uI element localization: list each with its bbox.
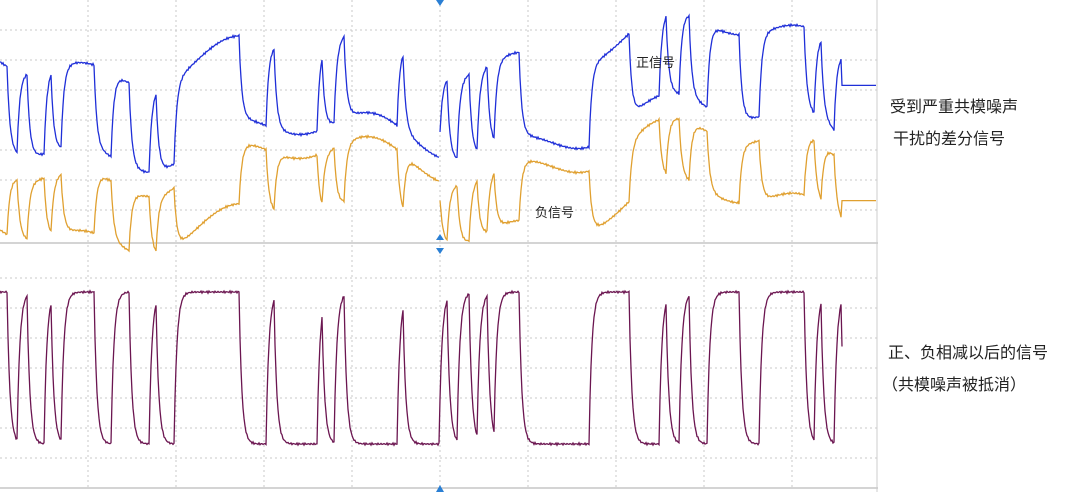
- trace-label: 负信号: [535, 206, 575, 221]
- caption: 正、负相减以后的信号: [888, 343, 1049, 362]
- difference-trace: [0, 289, 843, 447]
- trace-label: 正信号: [636, 56, 676, 71]
- negative-trace: [0, 116, 876, 253]
- caption: 干扰的差分信号: [893, 129, 1006, 148]
- caption: （共模噪声被抵消）: [882, 375, 1027, 394]
- screen-bg: [0, 0, 878, 492]
- scope-screen: [0, 0, 878, 492]
- positive-trace: [0, 13, 876, 174]
- grid: [0, 0, 878, 488]
- caption: 受到严重共模噪声: [890, 97, 1019, 116]
